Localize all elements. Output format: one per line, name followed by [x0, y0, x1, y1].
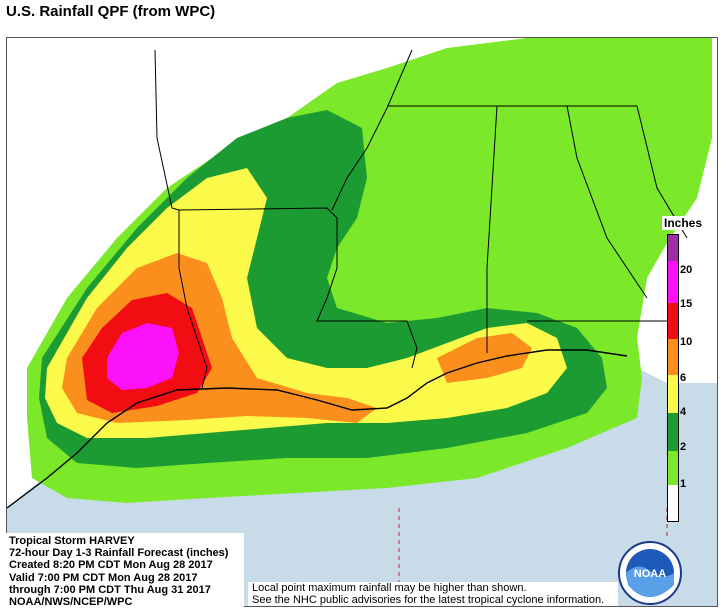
source-agency: NOAA/NWS/NCEP/WPC: [9, 596, 133, 609]
legend-tick-4: 4: [680, 406, 687, 418]
legend-seg-lt1: [668, 485, 678, 521]
legend-tick-15: 15: [680, 298, 693, 310]
coastline: [7, 349, 628, 509]
state-borders: [154, 49, 688, 389]
legend-colorbar: [667, 234, 679, 522]
valid-start: Valid 7:00 PM CDT Mon Aug 28 2017: [9, 571, 198, 584]
disclaimer-line-1: Local point maximum rainfall may be high…: [252, 582, 527, 594]
storm-name: Tropical Storm HARVEY: [9, 535, 135, 547]
noaa-logo-text: NOAA: [634, 568, 666, 580]
contour-6in-east: [437, 333, 532, 383]
legend-seg-15-20: [668, 261, 678, 303]
legend-tick-10: 10: [680, 336, 693, 348]
dashed-guides: [398, 508, 668, 583]
legend-seg-6-10: [668, 339, 678, 375]
valid-end: through 7:00 PM CDT Thu Aug 31 2017: [9, 583, 211, 596]
disclaimer-line-2: See the NHC public advisories for the la…: [252, 594, 605, 606]
rainfall-map: [6, 37, 718, 607]
legend-tick-2: 2: [680, 441, 687, 453]
legend-seg-2-4: [668, 413, 678, 451]
contour-15in: [107, 323, 179, 390]
noaa-logo-icon: NOAA: [618, 541, 682, 605]
legend: Inches 1 2 4 6 10 15 20: [660, 212, 720, 524]
legend-tick-6: 6: [680, 372, 687, 384]
created-time: Created 8:20 PM CDT Mon Aug 28 2017: [9, 559, 213, 572]
disclaimer: Local point maximum rainfall may be high…: [248, 582, 618, 606]
legend-tick-1: 1: [680, 478, 687, 490]
legend-title: Inches: [662, 216, 705, 230]
legend-tick-20: 20: [680, 264, 693, 276]
forecast-info: Tropical Storm HARVEY 72-hour Day 1-3 Ra…: [6, 533, 244, 609]
page-title: U.S. Rainfall QPF (from WPC): [6, 3, 216, 20]
legend-seg-gt20: [668, 235, 678, 261]
legend-seg-1-2: [668, 451, 678, 485]
map-canvas: [7, 38, 717, 606]
legend-seg-10-15: [668, 303, 678, 339]
forecast-type: 72-hour Day 1-3 Rainfall Forecast (inche…: [9, 547, 229, 560]
contour-1in-inner: [337, 128, 607, 303]
legend-seg-4-6: [668, 375, 678, 413]
